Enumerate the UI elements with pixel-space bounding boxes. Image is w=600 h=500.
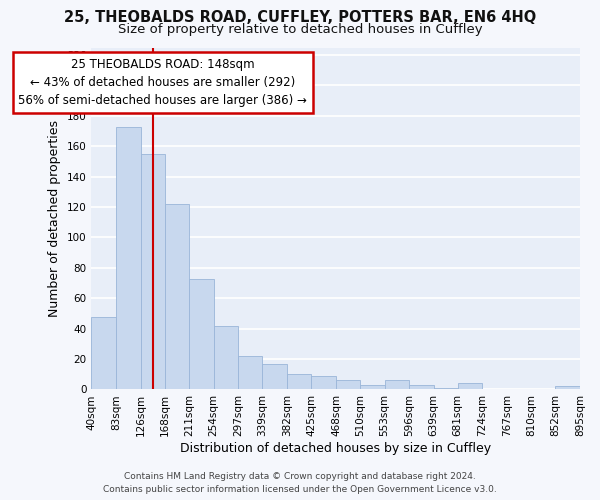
- Text: 25 THEOBALDS ROAD: 148sqm
← 43% of detached houses are smaller (292)
56% of semi: 25 THEOBALDS ROAD: 148sqm ← 43% of detac…: [19, 58, 307, 107]
- Text: Contains HM Land Registry data © Crown copyright and database right 2024.
Contai: Contains HM Land Registry data © Crown c…: [103, 472, 497, 494]
- Bar: [238, 356, 262, 390]
- Bar: [385, 380, 409, 390]
- Bar: [91, 316, 116, 390]
- Bar: [189, 278, 214, 390]
- Bar: [262, 364, 287, 390]
- Text: 25, THEOBALDS ROAD, CUFFLEY, POTTERS BAR, EN6 4HQ: 25, THEOBALDS ROAD, CUFFLEY, POTTERS BAR…: [64, 10, 536, 25]
- X-axis label: Distribution of detached houses by size in Cuffley: Distribution of detached houses by size …: [180, 442, 491, 455]
- Bar: [556, 386, 580, 390]
- Bar: [458, 384, 482, 390]
- Bar: [287, 374, 311, 390]
- Bar: [409, 385, 434, 390]
- Bar: [164, 204, 189, 390]
- Bar: [336, 380, 360, 390]
- Text: Size of property relative to detached houses in Cuffley: Size of property relative to detached ho…: [118, 22, 482, 36]
- Bar: [360, 385, 385, 390]
- Bar: [214, 326, 238, 390]
- Bar: [311, 376, 336, 390]
- Bar: [140, 154, 164, 390]
- Bar: [116, 126, 140, 390]
- Bar: [434, 388, 458, 390]
- Y-axis label: Number of detached properties: Number of detached properties: [48, 120, 61, 317]
